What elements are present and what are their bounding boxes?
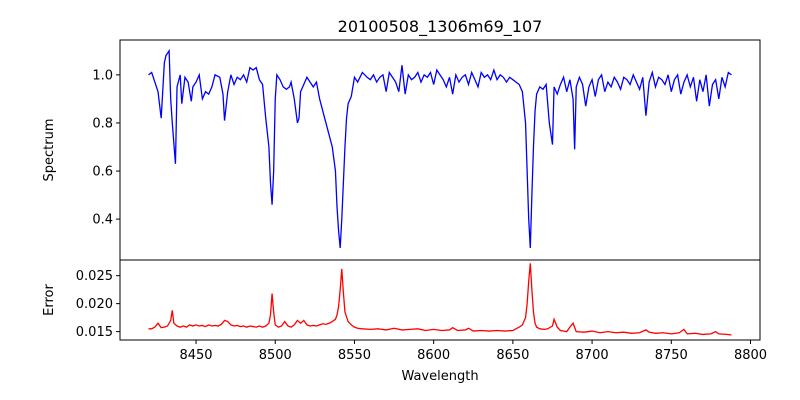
error-y-tick-label: 0.020 [76,297,113,312]
error-plot-frame [119,259,761,341]
x-tick-label: 8550 [338,348,371,363]
x-tick-label: 8800 [734,348,767,363]
spectrum-y-tick-label: 1.0 [92,68,113,83]
x-tick-label: 8700 [576,348,609,363]
error-y-tick-label: 0.015 [76,325,113,340]
error-line [148,263,732,336]
spectrum-y-axis: 0.4 0.6 0.8 1.0 [92,68,120,228]
error-y-tick-label: 0.025 [76,269,113,284]
error-y-axis: 0.015 0.020 0.025 [76,269,120,340]
x-tick-label: 8750 [655,348,688,363]
x-tick-label: 8500 [259,348,292,363]
spectrum-y-tick-label: 0.6 [92,165,113,180]
x-tick-label: 8650 [496,348,529,363]
wavelength-x-axis: 8450 8500 8550 8600 8650 8700 8750 8800 [179,340,767,363]
x-axis-label: Wavelength [401,369,478,384]
x-tick-label: 8600 [417,348,450,363]
x-tick-label: 8450 [179,348,212,363]
spectrum-y-tick-label: 0.8 [92,116,113,131]
spectrum-y-tick-label: 0.4 [92,213,113,228]
spectrum-line [148,48,732,249]
chart-title: 20100508_1306m69_107 [338,17,543,37]
error-y-axis-label: Error [42,284,57,316]
spectrum-y-axis-label: Spectrum [42,119,57,182]
